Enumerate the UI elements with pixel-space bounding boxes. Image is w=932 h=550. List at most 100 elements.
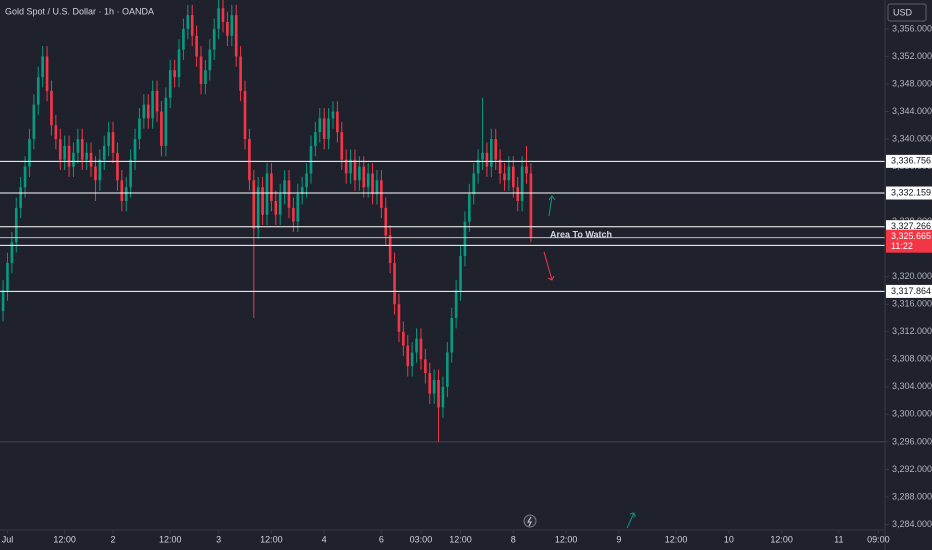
candle-body <box>511 166 515 188</box>
x-tick-label: 3 <box>216 534 221 544</box>
level-label-box <box>886 186 932 200</box>
currency: USD <box>893 7 913 17</box>
candle-body <box>507 166 511 181</box>
candle-body <box>270 173 273 201</box>
candle-body <box>450 318 454 353</box>
candle-body <box>146 104 150 119</box>
candle-body <box>199 56 203 84</box>
candle-body <box>155 90 159 112</box>
candle-body <box>336 111 339 133</box>
level-label: 3,332.159 <box>891 187 931 197</box>
candle-body <box>274 200 278 215</box>
candle-body <box>393 262 396 305</box>
candle-body <box>362 166 366 188</box>
y-tick-label: 3,320.000 <box>892 271 932 281</box>
event-icon[interactable] <box>523 514 537 528</box>
candle-body <box>54 125 58 140</box>
x-tick-label: 03:00 <box>410 534 433 544</box>
candle-body <box>476 159 480 174</box>
candle-body <box>10 242 14 263</box>
candle-body <box>164 97 168 146</box>
x-tick-label: 9 <box>616 534 621 544</box>
x-tick-label: 12:00 <box>555 534 578 544</box>
candle-body <box>388 235 392 263</box>
candle-body <box>481 152 484 160</box>
x-tick-label: 4 <box>322 534 327 544</box>
candle-body <box>186 15 190 29</box>
x-tick-label: 12:00 <box>665 534 688 544</box>
candle-body <box>424 359 427 374</box>
candle-body <box>371 173 374 195</box>
candle-body <box>344 159 348 174</box>
candle-body <box>151 90 154 119</box>
candle-body <box>58 139 62 160</box>
candle-body <box>182 28 185 50</box>
down-arrow <box>543 251 555 281</box>
candle-body <box>498 159 502 174</box>
candle-body <box>432 379 436 394</box>
x-tick-label: 12:00 <box>770 534 793 544</box>
y-tick-label: 3,340.000 <box>892 133 932 143</box>
candle-body <box>349 159 352 174</box>
candle-body <box>292 207 295 222</box>
candle-body <box>287 180 291 208</box>
candle-body <box>221 8 225 23</box>
up-arrow <box>548 195 556 217</box>
candle-body <box>124 187 128 201</box>
candle-body <box>50 90 53 126</box>
y-tick-label: 3,316.000 <box>892 299 932 309</box>
candle-body <box>415 338 418 353</box>
candle-body <box>248 139 251 181</box>
candle-body <box>98 159 102 181</box>
candle-body <box>463 221 467 257</box>
y-tick-label: 3,344.000 <box>892 106 932 116</box>
candle-body <box>300 187 304 195</box>
candle-body <box>283 180 286 195</box>
level-label-box <box>886 154 932 168</box>
x-tick-label: 12:00 <box>449 534 472 544</box>
candle-body <box>358 166 361 181</box>
chart-title: Gold Spot / U.S. Dollar · 1h · OANDA <box>5 6 154 16</box>
y-tick-label: 3,284.000 <box>892 519 932 529</box>
currency-box[interactable] <box>887 3 927 22</box>
level-label: 3,317.864 <box>891 286 931 296</box>
candle-body <box>490 139 493 167</box>
candle-body <box>494 139 498 160</box>
plot-area <box>0 0 885 443</box>
candle-body <box>67 145 71 167</box>
candle-body <box>32 104 36 140</box>
candle-body <box>437 379 440 408</box>
candle-body <box>366 173 370 188</box>
candle-body <box>85 152 88 160</box>
y-tick-label: 3,304.000 <box>892 381 932 391</box>
level-label: 3,336.756 <box>891 156 931 166</box>
candle-body <box>102 145 106 160</box>
candle-body <box>375 180 379 195</box>
last-price-box <box>886 229 932 253</box>
candle-body <box>212 28 216 50</box>
x-tick-label: 12:00 <box>159 534 182 544</box>
candle-body <box>239 56 242 91</box>
candle-body <box>446 352 449 387</box>
candle-body <box>380 180 383 208</box>
candle-body <box>261 187 264 215</box>
candle-body <box>208 49 212 71</box>
y-tick-label: 3,300.000 <box>892 409 932 419</box>
x-tick-label: 6 <box>379 534 384 544</box>
candle-body <box>520 166 524 201</box>
x-tick-label: 2 <box>111 534 116 544</box>
candle-body <box>265 173 269 215</box>
level-label-box <box>886 284 932 298</box>
x-tick-label: 12:00 <box>53 534 76 544</box>
candle-body <box>331 111 335 119</box>
level-label: 3,327.266 <box>891 221 931 231</box>
candle-body <box>428 373 432 394</box>
candle-body <box>402 331 405 346</box>
candle-body <box>234 15 238 57</box>
candle-body <box>503 173 506 181</box>
x-tick-label: 10 <box>724 534 734 544</box>
candle-body <box>340 132 344 160</box>
candle-body <box>217 8 220 29</box>
